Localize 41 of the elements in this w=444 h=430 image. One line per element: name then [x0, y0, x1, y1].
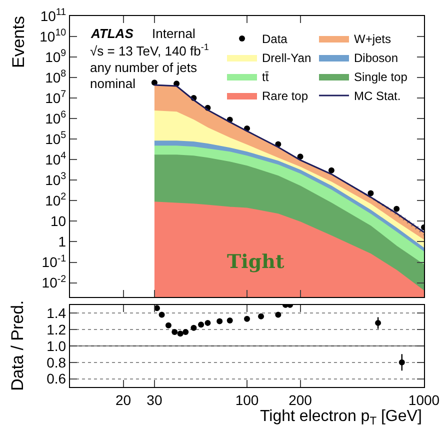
annotation: nominal	[90, 76, 136, 91]
y-tick-label: 10$^{5}$	[45, 130, 67, 147]
y-tick-label: 10$^{8}$	[45, 68, 67, 86]
y-tick-label: 1.0	[46, 338, 66, 354]
x-tick-label: 30	[146, 392, 162, 408]
x-tick-label: 200	[288, 392, 312, 408]
y-tick-label: 10$^{-2}$	[42, 274, 66, 291]
y-tick-label: 10$^{2}$	[45, 192, 66, 209]
legend-label: W+jets	[354, 32, 392, 46]
y-tick-label: 10$^{11}$	[40, 6, 66, 24]
y-tick-label: 1.2	[46, 321, 66, 338]
y-tick-label: 10$^{4}$	[45, 150, 67, 168]
y-tick-label: 1	[58, 234, 66, 250]
y-tick-label: 1.4	[46, 304, 66, 321]
legend-label: Data	[262, 32, 288, 46]
y-tick-label: 10$^{9}$	[45, 48, 66, 65]
y-tick-label: 10$^{7}$	[45, 89, 66, 106]
y-tick-label: 10	[50, 213, 66, 230]
legend-label: tt̄	[262, 70, 270, 84]
annotation: ATLAS	[90, 26, 134, 41]
legend-label: MC Stat.	[354, 89, 401, 104]
legend-label: Single top	[354, 70, 408, 84]
y-axis-title: Events	[9, 16, 28, 68]
x-tick-label: 1000	[408, 392, 440, 408]
x-tick-label: 100	[235, 392, 259, 408]
legend-label: Rare top	[262, 89, 308, 104]
y-tick-label: 10$^{3}$	[45, 171, 67, 188]
annotation: Internal	[152, 26, 196, 41]
annotation: √s = 13 TeV, 140 fb$^{-1}$	[90, 42, 209, 58]
x-axis-title: Tight electron p$_{T}$ [GeV]	[260, 408, 422, 428]
y-tick-label: 10$^{10}$	[40, 27, 67, 44]
x-tick-label: 20	[115, 392, 132, 408]
legend-label: Drell-Yan	[262, 51, 312, 66]
legend-label: Diboson	[354, 51, 398, 66]
annotation: Tight	[227, 251, 284, 273]
y-tick-label: 10$^{6}$	[45, 110, 67, 126]
y-tick-label: 0.6	[46, 370, 66, 387]
y-axis-title: Data / Pred.	[8, 300, 28, 391]
annotation: any number of jets	[90, 60, 198, 75]
y-tick-label: 0.8	[46, 354, 66, 370]
y-tick-label: 10$^{-1}$	[42, 253, 66, 270]
